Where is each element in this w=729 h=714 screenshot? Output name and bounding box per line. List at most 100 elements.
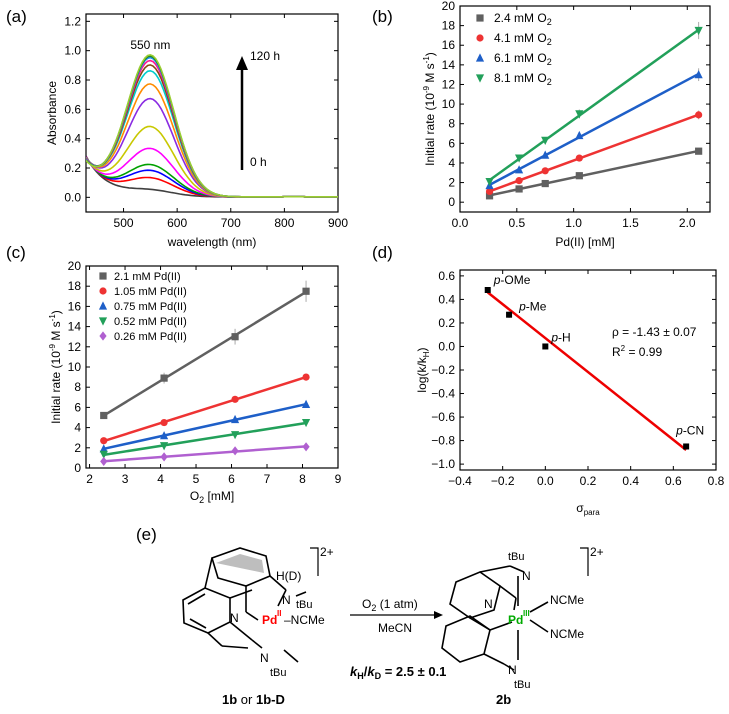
x-tick-label: 0.0	[537, 474, 554, 488]
reaction-arrowhead	[434, 611, 443, 619]
x-axis-label: wavelength (nm)	[167, 235, 257, 249]
data-point	[541, 179, 549, 188]
x-tick-label: 500	[114, 216, 134, 230]
data-point	[231, 395, 239, 403]
condition-o2: O2 (1 atm)	[362, 597, 418, 613]
legend-label: 0.52 mM Pd(II)	[114, 316, 187, 328]
legend-label: 2.1 mM Pd(II)	[114, 271, 181, 283]
spectrum-line	[86, 53, 338, 198]
panel-label-d: (d)	[372, 243, 393, 262]
data-point	[100, 411, 108, 420]
data-point	[695, 111, 703, 119]
x-tick-label: 6	[228, 472, 235, 486]
y-tick-label: 16	[68, 299, 82, 313]
y-tick-label: 8	[448, 117, 455, 131]
x-tick-label: −0.2	[491, 474, 515, 488]
product-charge: 2+	[590, 545, 604, 559]
y-tick-label: 14	[442, 58, 456, 72]
data-point	[160, 374, 168, 382]
fit-r-squared: R2 = 0.99	[612, 344, 662, 359]
chart-panel-b: 0.0 0.5 1.0 1.5 2.0 0 2 4 6 8 10 12 14 16 18 20 Pd(II) […	[422, 0, 711, 249]
x-tick-label: 0.0	[452, 216, 469, 230]
data-point	[484, 287, 491, 293]
y-tick-label: 0.2	[64, 161, 81, 175]
y-tick-label: 2	[448, 176, 455, 190]
x-tick-label: 2	[86, 472, 93, 486]
data-point	[485, 192, 494, 200]
y-tick-label: 10	[442, 97, 456, 111]
data-point	[99, 444, 108, 453]
x-tick-label: 0.5	[508, 216, 525, 230]
condition-solvent: MeCN	[378, 621, 412, 635]
legend-marker	[99, 287, 107, 295]
data-point	[694, 26, 703, 36]
x-tick-label: 5	[193, 472, 200, 486]
x-tick-label: −0.4	[448, 474, 472, 488]
y-tick-label: 1.2	[64, 14, 81, 28]
y-tick-label: 0	[74, 461, 81, 475]
data-point	[575, 130, 584, 140]
data-point	[160, 452, 168, 462]
y-tick-label: 0.2	[438, 316, 455, 330]
legend-label: 4.1 mM O2	[494, 31, 552, 47]
y-tick-label: 18	[68, 279, 82, 293]
x-tick-label: 900	[328, 216, 348, 230]
time-bottom-label: 0 h	[250, 155, 267, 169]
y-tick-label: 0	[448, 195, 455, 209]
legend-marker	[476, 34, 484, 42]
legend-label: 0.26 mM Pd(II)	[114, 331, 187, 343]
data-point	[575, 154, 583, 162]
product-tbu-bottom: tBu	[514, 679, 531, 691]
reactant-n-top: N	[282, 593, 291, 607]
x-axis-label: O2 [mM]	[190, 489, 234, 505]
y-tick-label: −0.6	[431, 410, 455, 424]
fit-line	[103, 402, 307, 451]
panel-label-b: (b)	[372, 7, 393, 26]
x-tick-label: 0.8	[708, 474, 725, 488]
x-axis-label: σpara	[576, 501, 600, 517]
y-tick-label: 1.0	[64, 44, 81, 58]
x-tick-label: 600	[167, 216, 187, 230]
reactant-ncme: –NCMe	[284, 613, 325, 627]
y-tick-label: 8	[74, 380, 81, 394]
point-label: p-H	[550, 330, 570, 344]
x-tick-label: 7	[264, 472, 271, 486]
data-point	[485, 187, 494, 195]
data-point	[301, 418, 311, 428]
x-tick-label: 0.6	[665, 474, 682, 488]
data-point	[160, 418, 168, 427]
product-n-py: N	[484, 597, 493, 611]
data-point	[99, 450, 108, 459]
y-tick-label: 0.0	[438, 339, 455, 353]
kie-value: kH/kD = 2.5 ± 0.1	[350, 664, 446, 681]
point-label: p-CN	[675, 423, 704, 437]
data-point	[231, 333, 239, 341]
y-tick-label: 0.6	[64, 102, 81, 116]
y-tick-label: 12	[68, 340, 82, 354]
legend-label: 6.1 mM O2	[494, 51, 552, 67]
y-axis-label: Initial rate (10-9 M s-1)	[422, 52, 437, 166]
fit-line	[486, 291, 687, 451]
y-tick-label: −0.2	[431, 363, 455, 377]
fit-line	[489, 149, 699, 197]
x-tick-label: 700	[221, 216, 241, 230]
legend-label: 1.05 mM Pd(II)	[114, 286, 187, 298]
product-compound-label: 2b	[496, 692, 511, 707]
fit-line	[489, 113, 700, 193]
x-tick-label: 1.0	[565, 216, 582, 230]
plot-frame	[85, 13, 339, 213]
reactant-pd: Pd	[262, 613, 277, 627]
reactant-charge: 2+	[320, 545, 334, 559]
point-label: p-Me	[518, 300, 547, 314]
data-point	[100, 437, 108, 445]
peak-annotation: 550 nm	[130, 38, 170, 52]
data-point	[506, 311, 513, 318]
reactant-compound-label: 1b or 1b-D	[222, 692, 285, 707]
data-point	[515, 185, 523, 193]
y-tick-label: −1.0	[431, 457, 455, 471]
y-tick-label: 0.4	[64, 132, 81, 146]
y-tick-label: 0.6	[438, 269, 455, 283]
data-point	[302, 287, 310, 295]
y-tick-label: 16	[442, 38, 456, 52]
legend-marker	[475, 53, 485, 62]
